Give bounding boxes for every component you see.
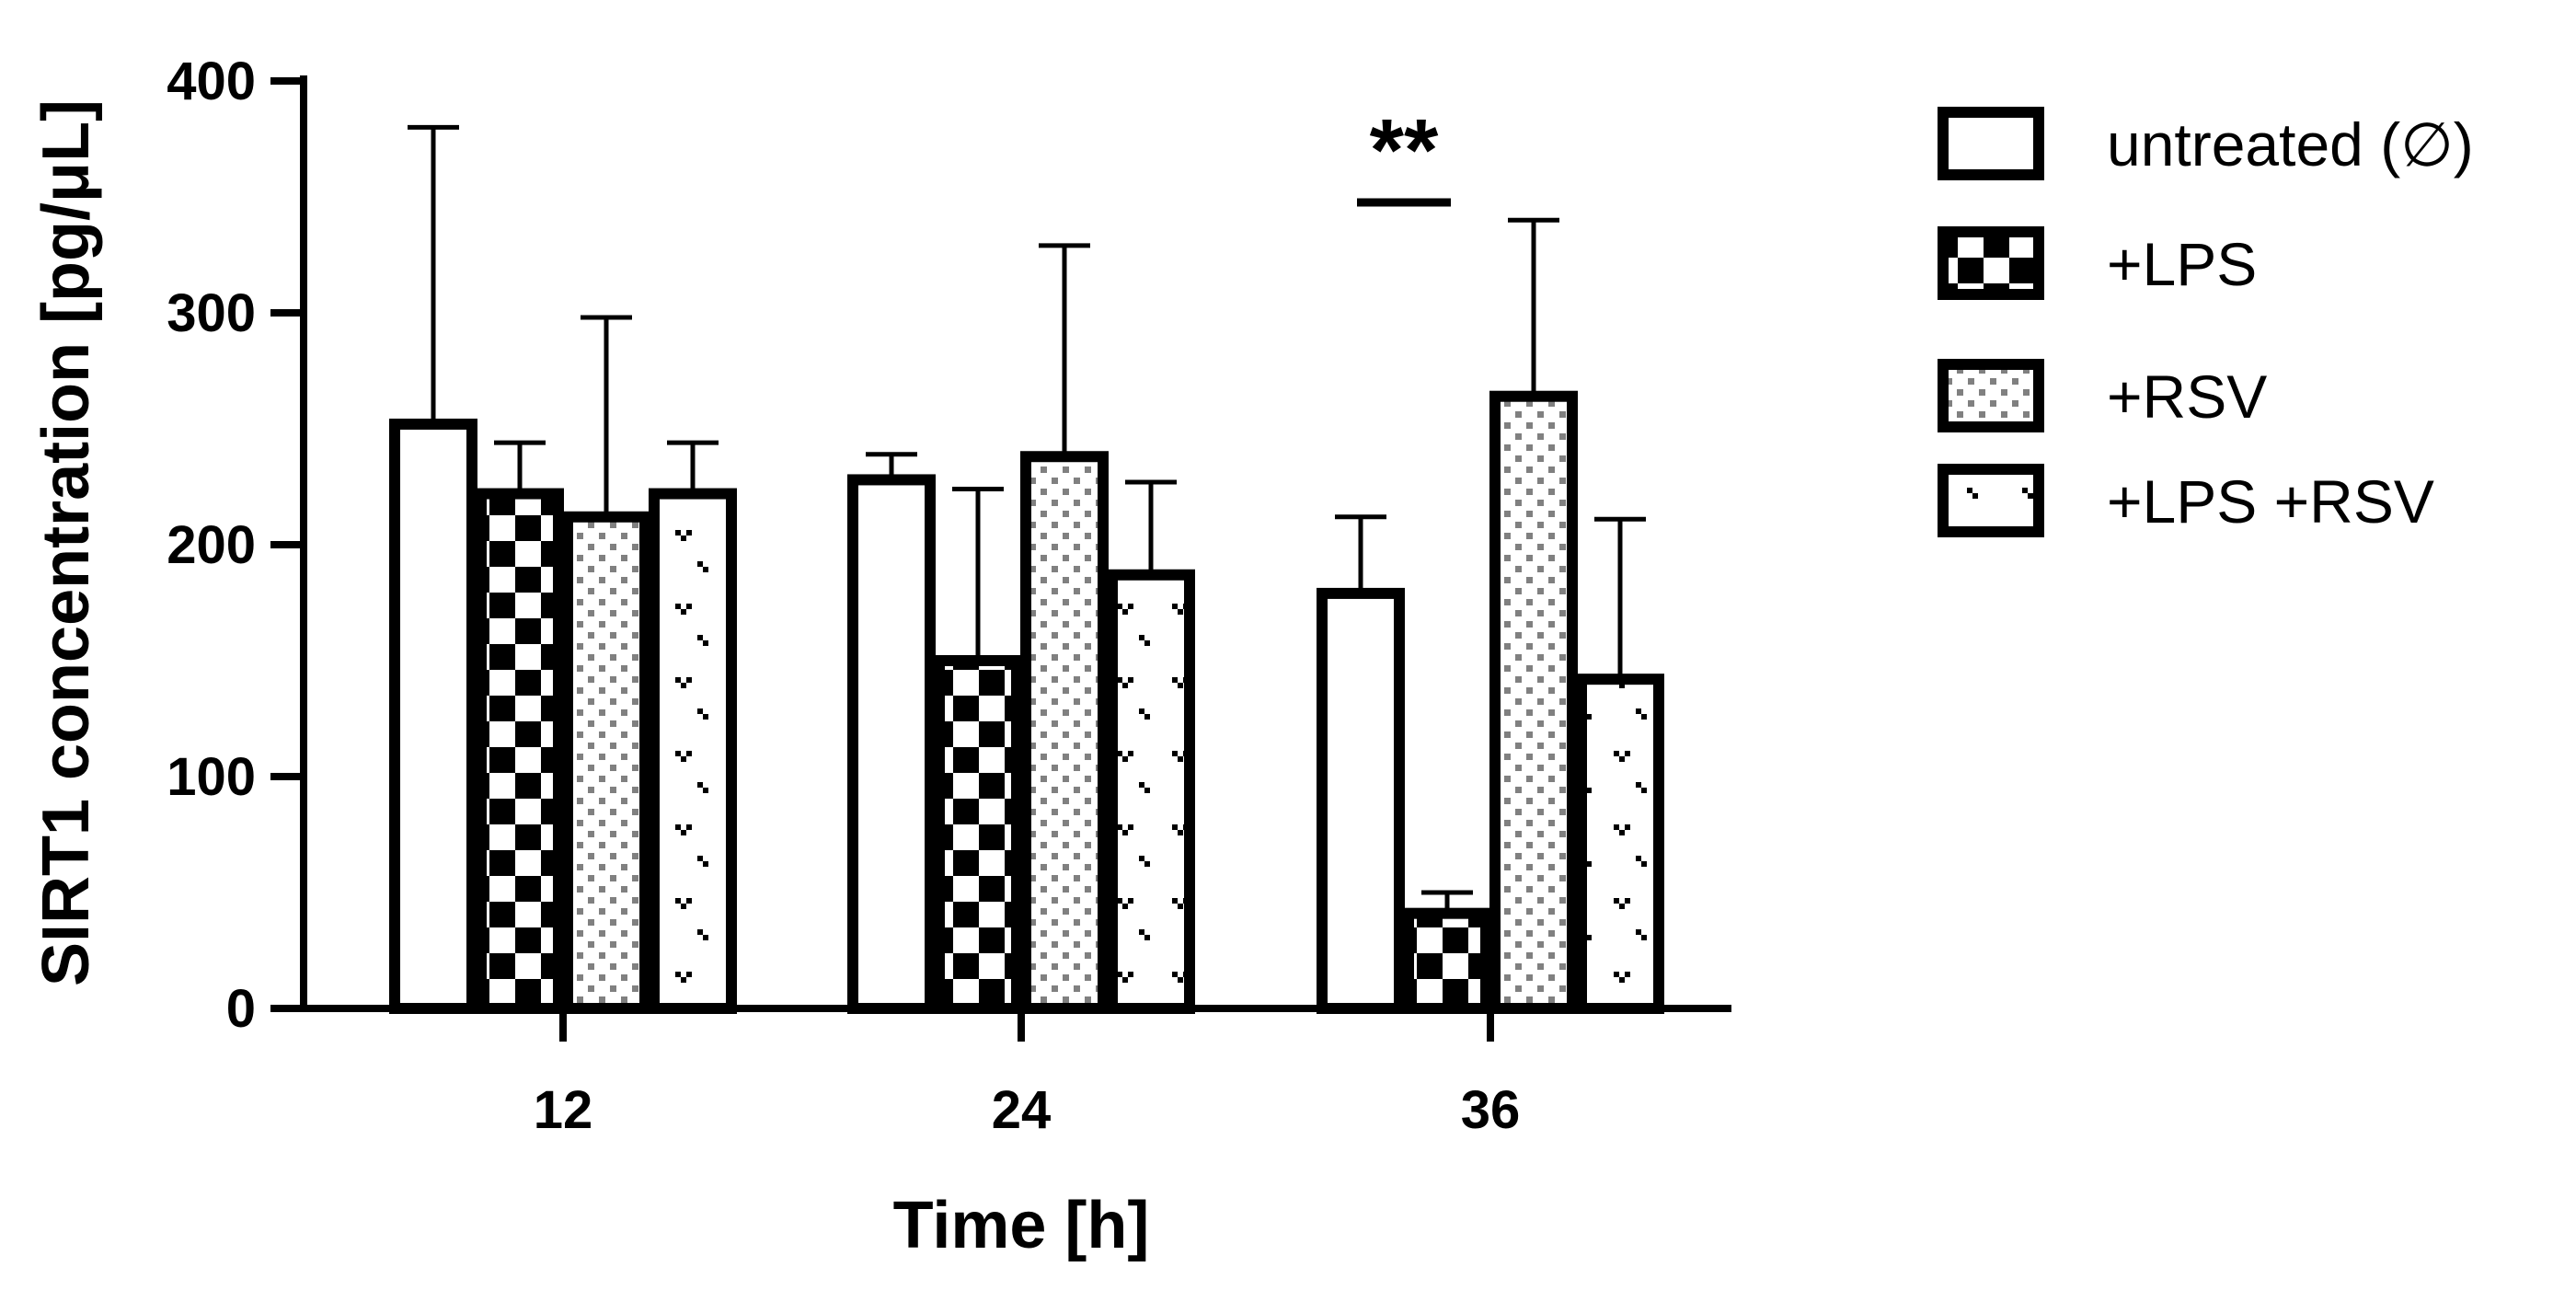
y-tick-label: 200: [167, 515, 256, 575]
bar: [562, 511, 650, 1014]
legend-swatch: [1938, 226, 2044, 300]
y-ticks: 0 100 200 300 400: [167, 52, 304, 1039]
bar: [1576, 674, 1664, 1014]
x-ticks: 12 24 36: [534, 1008, 1521, 1140]
bar: [649, 488, 737, 1014]
y-tick-label: 300: [167, 283, 256, 343]
y-tick-label: 0: [226, 979, 256, 1039]
bar: [389, 418, 477, 1014]
y-tick-label: 100: [167, 747, 256, 807]
legend-label: untreated (∅): [2107, 110, 2474, 179]
x-tick-label: 12: [534, 1080, 593, 1140]
legend-swatch: [1938, 359, 2044, 432]
bar: [1317, 587, 1405, 1014]
bar: [1020, 451, 1109, 1014]
x-tick-label: 36: [1461, 1080, 1521, 1140]
legend-label: +LPS: [2107, 230, 2257, 298]
annotations: **: [1357, 101, 1451, 207]
significance-label: **: [1370, 101, 1439, 200]
bar: [934, 655, 1022, 1014]
bar: [1403, 907, 1491, 1014]
bar: [1107, 569, 1195, 1014]
legend-label: +LPS +RSV: [2107, 467, 2434, 536]
legend-swatch: [1938, 464, 2044, 537]
legend-swatch: [1938, 107, 2044, 180]
bar: [847, 474, 936, 1014]
legend-label: +RSV: [2107, 363, 2267, 431]
error-bars: [408, 124, 1646, 914]
y-axis-title: SIRT1 concentration [pg/μL]: [29, 99, 103, 986]
bars: [389, 390, 1664, 1015]
legend: untreated (∅) +LPS +RSV +LPS +RSV: [1938, 107, 2474, 537]
bar: [1489, 390, 1578, 1015]
x-tick-label: 24: [992, 1080, 1052, 1140]
bar: [476, 488, 564, 1014]
x-axis-title: Time [h]: [893, 1189, 1150, 1262]
y-tick-label: 400: [167, 52, 256, 111]
